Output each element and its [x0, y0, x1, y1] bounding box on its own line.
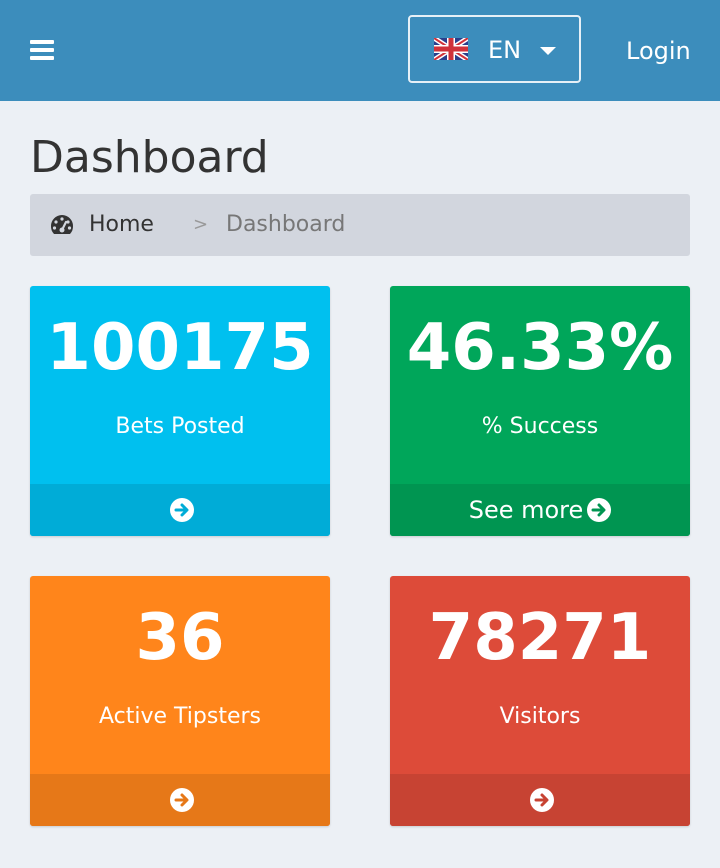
language-code: EN — [488, 36, 522, 64]
dashboard-gauge-icon — [50, 215, 74, 234]
uk-flag-icon — [434, 38, 468, 60]
login-link[interactable]: Login — [626, 37, 691, 65]
stat-footer-link[interactable] — [390, 774, 690, 826]
language-selector[interactable]: EN — [408, 15, 581, 83]
stat-label: % Success — [481, 414, 599, 439]
arrow-circle-right-icon — [530, 788, 554, 812]
arrow-circle-right-icon — [170, 788, 194, 812]
stat-footer-link[interactable]: See more — [390, 484, 690, 536]
stat-footer-link[interactable] — [30, 774, 330, 826]
stat-box-bets-posted: 100175 Bets Posted — [30, 286, 330, 536]
stat-box-visitors: 78271 Visitors — [390, 576, 690, 826]
top-navbar: EN Login — [0, 0, 720, 101]
breadcrumb-current: Dashboard — [226, 212, 346, 237]
stat-label: Visitors — [499, 704, 581, 729]
stat-box-active-tipsters: 36 Active Tipsters — [30, 576, 330, 826]
footer-text: See more — [468, 496, 584, 524]
arrow-circle-right-icon — [170, 498, 194, 522]
stat-value: 78271 — [428, 601, 652, 675]
arrow-circle-right-icon — [587, 498, 612, 522]
stat-box-success: 46.33% % Success See more — [390, 286, 690, 536]
stat-footer-link[interactable] — [30, 484, 330, 536]
stat-value: 100175 — [46, 311, 314, 385]
stat-value: 36 — [135, 601, 225, 675]
stat-label: Bets Posted — [115, 414, 245, 439]
breadcrumb-separator: > — [193, 214, 209, 235]
stat-label: Active Tipsters — [98, 704, 261, 729]
page-title: Dashboard — [30, 132, 269, 183]
chevron-down-icon — [540, 47, 556, 55]
breadcrumb: Home > Dashboard — [30, 194, 690, 256]
stat-value: 46.33% — [406, 311, 674, 385]
breadcrumb-home-link[interactable]: Home — [89, 212, 154, 237]
hamburger-menu-icon[interactable] — [30, 40, 54, 62]
